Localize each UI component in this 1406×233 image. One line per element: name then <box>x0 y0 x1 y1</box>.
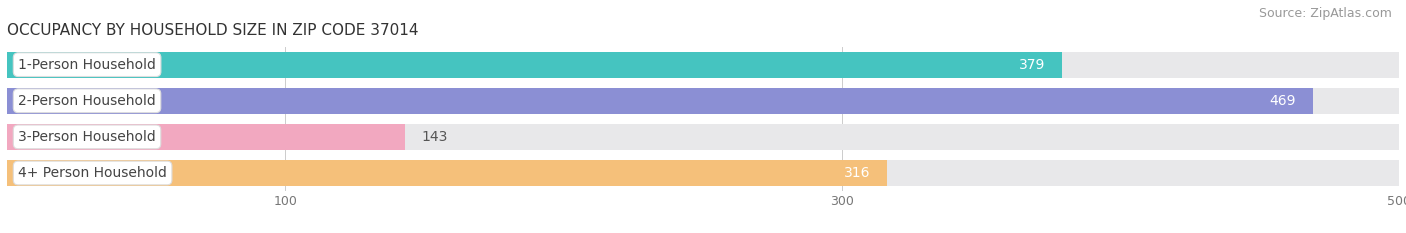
Bar <box>7 88 1313 114</box>
Text: 1-Person Household: 1-Person Household <box>18 58 156 72</box>
Text: 3-Person Household: 3-Person Household <box>18 130 156 144</box>
Bar <box>7 124 405 150</box>
Text: Source: ZipAtlas.com: Source: ZipAtlas.com <box>1258 7 1392 20</box>
Text: OCCUPANCY BY HOUSEHOLD SIZE IN ZIP CODE 37014: OCCUPANCY BY HOUSEHOLD SIZE IN ZIP CODE … <box>7 24 419 38</box>
Bar <box>7 160 887 186</box>
Text: 2-Person Household: 2-Person Household <box>18 94 156 108</box>
Text: 4+ Person Household: 4+ Person Household <box>18 166 167 180</box>
Bar <box>7 52 1399 78</box>
Text: 379: 379 <box>1019 58 1046 72</box>
Bar <box>7 124 1399 150</box>
Bar <box>7 160 1399 186</box>
Text: 469: 469 <box>1270 94 1296 108</box>
Bar <box>7 88 1399 114</box>
Bar <box>7 52 1062 78</box>
Text: 316: 316 <box>844 166 870 180</box>
Text: 143: 143 <box>422 130 449 144</box>
